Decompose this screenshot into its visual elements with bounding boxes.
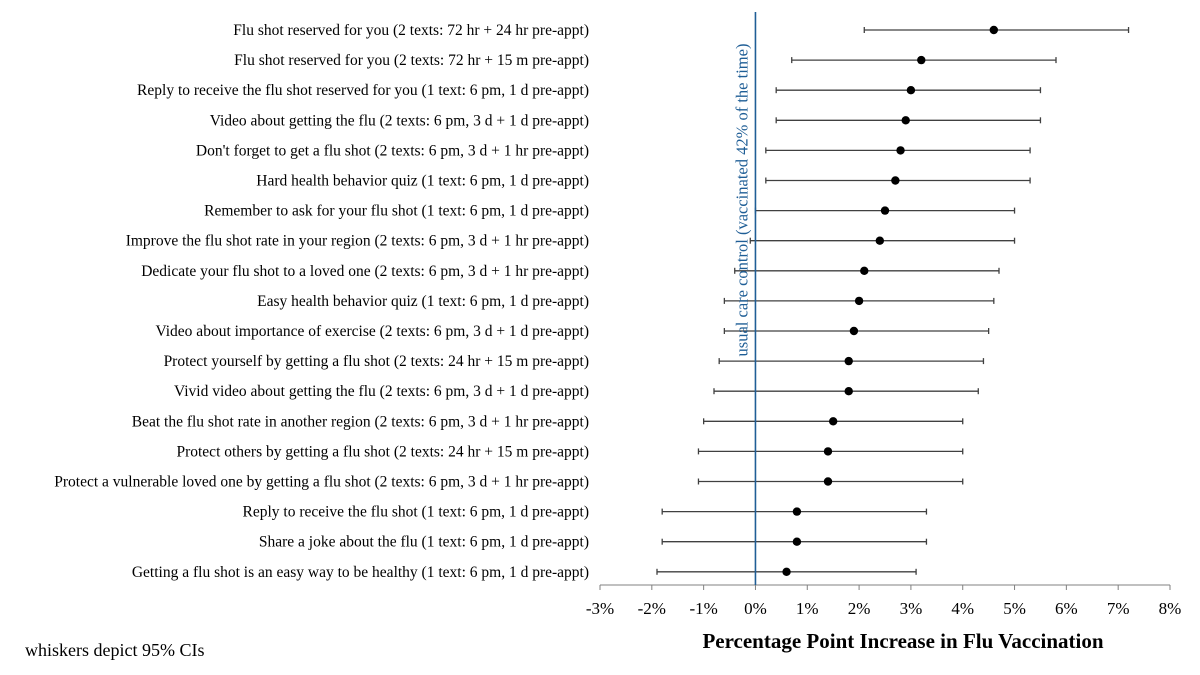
x-tick-label: 8% — [1159, 599, 1182, 618]
forest-row: Protect a vulnerable loved one by gettin… — [54, 474, 964, 491]
row-label: Share a joke about the flu (1 text: 6 pm… — [259, 534, 589, 551]
row-label: Remember to ask for your flu shot (1 tex… — [204, 203, 589, 220]
point-estimate — [792, 507, 802, 516]
point-estimate — [854, 296, 864, 306]
point-estimate — [891, 176, 900, 185]
forest-row: Flu shot reserved for you (2 texts: 72 h… — [233, 22, 1130, 39]
x-tick-label: -2% — [638, 599, 666, 618]
point-estimate — [875, 236, 885, 245]
forest-row: Protect others by getting a flu shot (2 … — [176, 443, 964, 460]
forest-row: Getting a flu shot is an easy way to be … — [132, 564, 917, 581]
forest-row: Share a joke about the flu (1 text: 6 pm… — [259, 534, 928, 551]
whiskers-note: whiskers depict 95% CIs — [25, 640, 204, 660]
reference-line-label: usual care control (vaccinated 42% of th… — [732, 44, 751, 357]
row-label: Improve the flu shot rate in your region… — [126, 233, 589, 250]
forest-row: Hard health behavior quiz (1 text: 6 pm,… — [256, 173, 1031, 190]
row-label: Easy health behavior quiz (1 text: 6 pm,… — [257, 293, 589, 310]
row-label: Don't forget to get a flu shot (2 texts:… — [196, 142, 589, 159]
x-axis: -3% -2% -1% 0% 1% 2% 3% 4% 5% 6% 7% 8% — [586, 584, 1182, 618]
x-tick-label: 7% — [1107, 599, 1130, 618]
point-estimate — [917, 55, 926, 65]
row-label: Flu shot reserved for you (2 texts: 72 h… — [234, 52, 589, 69]
row-label: Flu shot reserved for you (2 texts: 72 h… — [233, 22, 589, 39]
forest-row: Vivid video about getting the flu (2 tex… — [174, 383, 979, 400]
x-tick-label: 2% — [848, 599, 871, 618]
x-tick-label: 5% — [1003, 599, 1026, 618]
point-estimate — [828, 417, 838, 426]
row-label: Vivid video about getting the flu (2 tex… — [174, 383, 589, 400]
forest-row: Reply to receive the flu shot reserved f… — [137, 82, 1042, 99]
point-estimate — [880, 206, 890, 215]
forest-row: Video about importance of exercise (2 te… — [155, 323, 990, 340]
row-label: Hard health behavior quiz (1 text: 6 pm,… — [256, 173, 589, 190]
x-tick-label: 6% — [1055, 599, 1078, 618]
x-tick-label: 4% — [951, 599, 974, 618]
row-label: Protect a vulnerable loved one by gettin… — [54, 474, 589, 491]
row-label: Protect others by getting a flu shot (2 … — [176, 443, 589, 460]
point-estimate — [792, 537, 802, 546]
row-label: Protect yourself by getting a flu shot (… — [164, 353, 589, 370]
point-estimate — [782, 567, 791, 576]
point-estimate — [844, 356, 853, 366]
point-estimate — [896, 146, 905, 155]
x-tick-label: 3% — [900, 599, 923, 618]
row-label: Getting a flu shot is an easy way to be … — [132, 564, 589, 581]
forest-row: Video about getting the flu (2 texts: 6 … — [210, 112, 1042, 129]
row-label: Video about importance of exercise (2 te… — [155, 323, 589, 340]
forest-row: Don't forget to get a flu shot (2 texts:… — [196, 142, 1031, 159]
point-estimate — [860, 266, 869, 275]
point-estimate — [906, 86, 916, 95]
point-estimate — [844, 387, 853, 396]
x-tick-label: -1% — [689, 599, 717, 618]
x-tick-label: -3% — [586, 599, 614, 618]
x-tick-label: 1% — [796, 599, 819, 618]
forest-row: Flu shot reserved for you (2 texts: 72 h… — [234, 52, 1057, 69]
row-label: Video about getting the flu (2 texts: 6 … — [210, 112, 589, 129]
point-estimate — [989, 25, 999, 35]
forest-row: Protect yourself by getting a flu shot (… — [164, 353, 985, 370]
row-label: Reply to receive the flu shot (1 text: 6… — [242, 504, 589, 521]
forest-row: Reply to receive the flu shot (1 text: 6… — [242, 504, 928, 521]
row-label: Reply to receive the flu shot reserved f… — [137, 82, 589, 99]
row-label: Beat the flu shot rate in another region… — [132, 413, 589, 430]
forest-row: Remember to ask for your flu shot (1 tex… — [204, 203, 1016, 220]
forest-row: Dedicate your flu shot to a loved one (2… — [141, 263, 1000, 280]
point-estimate — [823, 447, 833, 456]
forest-row: Improve the flu shot rate in your region… — [126, 233, 1016, 250]
point-estimate — [823, 477, 833, 486]
forest-row: Beat the flu shot rate in another region… — [132, 413, 964, 430]
reference-line-group: usual care control (vaccinated 42% of th… — [732, 12, 757, 585]
point-estimate — [901, 116, 910, 125]
row-label: Dedicate your flu shot to a loved one (2… — [141, 263, 589, 280]
rows-layer: Flu shot reserved for you (2 texts: 72 h… — [54, 22, 1130, 581]
forest-row: Easy health behavior quiz (1 text: 6 pm,… — [257, 293, 995, 310]
x-axis-title: Percentage Point Increase in Flu Vaccina… — [702, 629, 1103, 653]
x-tick-label: 0% — [744, 599, 767, 618]
point-estimate — [849, 326, 859, 336]
